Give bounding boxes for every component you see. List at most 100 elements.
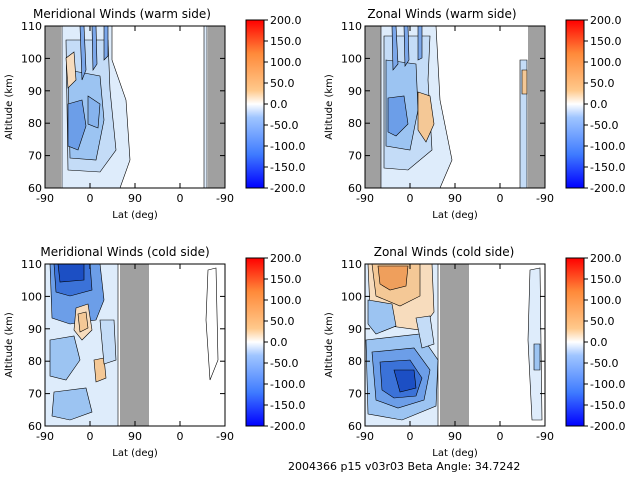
x-tick-label: 0: [177, 192, 184, 205]
contour-region: [415, 315, 435, 349]
x-axis-label: Lat (deg): [112, 448, 158, 459]
y-tick-label: 100: [21, 52, 42, 65]
y-tick-label: 110: [341, 258, 362, 271]
contour-region: [393, 369, 417, 393]
y-tick-label: 90: [28, 85, 42, 98]
colorbar-gradient: [565, 257, 585, 427]
y-tick-label: 70: [28, 388, 42, 401]
y-tick-label: 90: [348, 85, 362, 98]
contour-region: [51, 387, 93, 421]
colorbar-tick-label: -200.0: [590, 182, 625, 195]
colorbar-tick-label: -100.0: [270, 378, 305, 391]
y-tick-label: 80: [348, 117, 362, 130]
x-axis-label: Lat (deg): [112, 210, 158, 221]
y-tick-label: 100: [341, 290, 362, 303]
x-tick-label: 90: [128, 192, 142, 205]
contour-region: [87, 95, 101, 129]
colorbar-tick-label: 0.0: [270, 98, 288, 111]
missing-data-band: [440, 264, 469, 426]
y-axis-label: Altitude (km): [324, 74, 335, 140]
colorbar-tick-label: 50.0: [590, 77, 615, 90]
x-axis-label: Lat (deg): [432, 210, 478, 221]
contour-region: [57, 264, 85, 283]
x-tick-label: -90: [536, 430, 554, 443]
colorbar-gradient: [565, 19, 585, 189]
contour-field: [365, 264, 543, 426]
contour-region: [93, 357, 107, 383]
y-tick-label: 70: [348, 150, 362, 163]
colorbar-tick-label: 150.0: [590, 273, 622, 286]
y-tick-label: 110: [341, 20, 362, 33]
footer-info: 2004366 p15 v03r03 Beta Angle: 34.7242: [288, 460, 520, 473]
missing-data-band: [208, 26, 225, 188]
colorbar-tick-label: -50.0: [270, 357, 298, 370]
axes: 60 70 80 90 100 110 -90 0 90 0 -90: [341, 258, 554, 443]
y-tick-label: 70: [348, 388, 362, 401]
colorbar-tick-label: -50.0: [590, 357, 618, 370]
axes: 60 70 80 90 100 110 -90 0 90 0 -90: [21, 20, 234, 205]
x-tick-label: -90: [216, 430, 234, 443]
x-tick-label: 0: [497, 192, 504, 205]
x-tick-label: -90: [536, 192, 554, 205]
panel-meridional-warm: 60 70 80 90 100 110 -90 0 90 0 -90 Meridional Wind…: [4, 7, 234, 221]
panel-title: Zonal Winds (warm side): [367, 7, 516, 21]
x-tick-label: 0: [177, 430, 184, 443]
colorbar-tick-label: -50.0: [270, 119, 298, 132]
contour-region: [417, 91, 435, 143]
y-axis-label: Altitude (km): [4, 312, 15, 378]
colorbar-tick-label: -150.0: [270, 399, 305, 412]
x-tick-label: 0: [407, 430, 414, 443]
y-tick-label: 90: [28, 323, 42, 336]
y-tick-label: 60: [348, 182, 362, 195]
colorbar-tick-label: -150.0: [270, 161, 305, 174]
y-tick-label: 80: [348, 355, 362, 368]
panel-title: Zonal Winds (cold side): [374, 245, 515, 259]
colorbar-tick-label: 0.0: [270, 336, 288, 349]
contour-region: [79, 26, 109, 81]
y-tick-label: 70: [28, 150, 42, 163]
y-tick-label: 100: [341, 52, 362, 65]
colorbar-tick-label: 100.0: [270, 56, 302, 69]
x-tick-label: -90: [356, 192, 374, 205]
colorbar-tick-label: 150.0: [590, 35, 622, 48]
colorbar-tick-label: 150.0: [270, 35, 302, 48]
x-tick-label: -90: [356, 430, 374, 443]
contour-region: [521, 69, 528, 95]
colorbar-tick-label: 100.0: [270, 294, 302, 307]
colorbar: 200.0 150.0 100.0 50.0 0.0 -50.0 -100.0 -150.0 -…: [245, 14, 305, 195]
missing-data-band: [120, 264, 149, 426]
colorbar-tick-label: 0.0: [590, 98, 608, 111]
y-tick-label: 90: [348, 323, 362, 336]
colorbar-gradient: [245, 257, 265, 427]
colorbar-tick-label: 0.0: [590, 336, 608, 349]
contour-field: [45, 264, 219, 426]
colorbar-tick-label: 100.0: [590, 56, 622, 69]
axes: 60 70 80 90 100 110 -90 0 90 0 -90: [21, 258, 234, 443]
contour-region: [65, 51, 77, 89]
missing-data-band: [45, 26, 61, 188]
colorbar-tick-label: -100.0: [590, 140, 625, 153]
panel-title: Meridional Winds (warm side): [33, 7, 211, 21]
colorbar-tick-label: 50.0: [270, 315, 295, 328]
colorbar-tick-label: 200.0: [590, 252, 622, 265]
x-tick-label: 90: [128, 430, 142, 443]
colorbar-tick-label: -50.0: [590, 119, 618, 132]
contour-region: [205, 267, 219, 381]
colorbar-tick-label: -100.0: [270, 140, 305, 153]
x-tick-label: 0: [407, 192, 414, 205]
colorbar-tick-label: 50.0: [270, 77, 295, 90]
contour-region: [377, 265, 409, 291]
x-tick-label: -90: [36, 430, 54, 443]
colorbar-tick-label: -150.0: [590, 161, 625, 174]
panel-title: Meridional Winds (cold side): [40, 245, 209, 259]
colorbar: 200.0 150.0 100.0 50.0 0.0 -50.0 -100.0 -150.0 -…: [565, 14, 625, 195]
y-tick-label: 80: [28, 117, 42, 130]
colorbar-tick-label: -200.0: [270, 420, 305, 433]
missing-data-band: [528, 26, 545, 188]
colorbar: 200.0 150.0 100.0 50.0 0.0 -50.0 -100.0 -150.0 -…: [565, 252, 625, 433]
panel-meridional-cold: 60 70 80 90 100 110 -90 0 90 0 -90 Meridional Wind…: [4, 245, 234, 459]
contour-field: [45, 26, 225, 188]
y-axis-label: Altitude (km): [324, 312, 335, 378]
colorbar: 200.0 150.0 100.0 50.0 0.0 -50.0 -100.0 -150.0 -…: [245, 252, 305, 433]
panel-zonal-warm: 60 70 80 90 100 110 -90 0 90 0 -90 Zonal Winds (wa…: [324, 7, 554, 221]
